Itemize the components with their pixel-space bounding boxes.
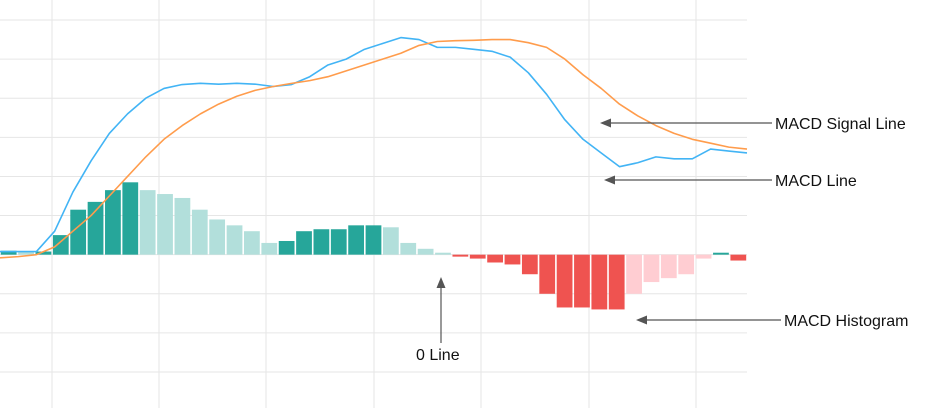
histogram-bar xyxy=(678,254,695,275)
histogram-bar xyxy=(278,240,295,255)
histogram-bar xyxy=(52,235,69,255)
annotation-histogram: MACD Histogram xyxy=(636,313,908,330)
histogram-bar xyxy=(452,254,469,257)
histogram-bar xyxy=(591,254,608,310)
histogram-bar xyxy=(382,227,399,255)
gridlines xyxy=(0,0,747,408)
annotations: MACD Signal Line MACD Line MACD Histogra… xyxy=(416,116,908,364)
histogram-bar xyxy=(226,225,243,255)
annotation-macd-line-label: MACD Line xyxy=(775,173,857,190)
histogram-bar xyxy=(521,254,538,275)
histogram-bar xyxy=(435,252,451,255)
histogram-bar xyxy=(713,252,729,255)
indicator-lines xyxy=(0,36,748,259)
histogram-bar xyxy=(313,229,330,255)
histogram-bar xyxy=(469,254,486,259)
histogram-bar xyxy=(556,254,573,308)
histogram-bar xyxy=(574,254,590,308)
signal-line-series xyxy=(0,38,748,259)
histogram-bar xyxy=(643,254,660,283)
annotation-zero-line-label: 0 Line xyxy=(416,347,460,364)
histogram-bar xyxy=(261,242,278,255)
histogram-bar xyxy=(139,190,156,255)
histogram-bar xyxy=(730,254,747,261)
histogram-bar xyxy=(365,225,382,255)
histogram-bar xyxy=(417,248,434,255)
histogram-bar xyxy=(18,251,34,255)
histogram-bar xyxy=(348,225,365,255)
histogram-bar xyxy=(296,231,312,255)
histogram-bar xyxy=(608,254,625,310)
annotation-signal-line: MACD Signal Line xyxy=(600,116,906,133)
macd-line-series xyxy=(0,36,748,253)
histogram-bar xyxy=(695,254,712,259)
histogram-bar xyxy=(209,219,226,255)
histogram-bar xyxy=(539,254,556,294)
histogram-bar xyxy=(174,197,191,255)
annotation-zero-line: 0 Line xyxy=(416,277,460,364)
histogram-bar xyxy=(660,254,677,279)
histogram-bar xyxy=(105,190,121,255)
histogram-bar xyxy=(400,242,417,255)
histogram-bar xyxy=(35,251,52,255)
histogram-bar xyxy=(122,182,139,255)
histogram-bar xyxy=(504,254,521,265)
histogram-bar xyxy=(626,254,642,294)
annotation-histogram-label: MACD Histogram xyxy=(784,313,908,330)
histogram-bar xyxy=(0,250,17,255)
histogram-bar xyxy=(191,209,208,255)
histogram-bar xyxy=(70,209,87,255)
histogram-bar xyxy=(157,194,173,255)
histogram-bar xyxy=(330,229,347,255)
histogram-bar xyxy=(487,254,503,263)
annotation-macd-line: MACD Line xyxy=(604,173,857,190)
annotation-signal-line-label: MACD Signal Line xyxy=(775,116,906,133)
histogram-bar xyxy=(244,231,260,255)
